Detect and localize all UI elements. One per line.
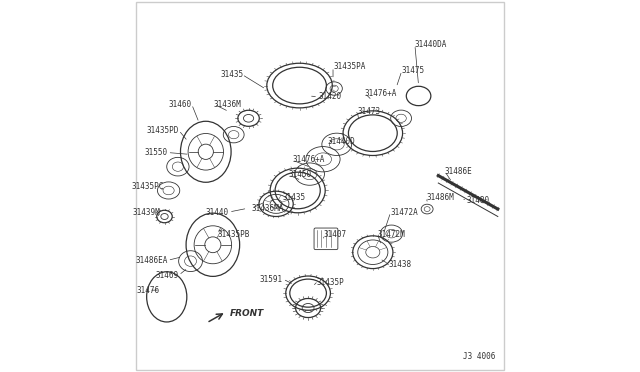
Text: 31435P: 31435P [316, 278, 344, 287]
Text: 31420: 31420 [318, 92, 341, 101]
Text: 31435: 31435 [283, 193, 306, 202]
Text: 31550: 31550 [145, 148, 168, 157]
Text: 31438: 31438 [389, 260, 412, 269]
Text: 31460: 31460 [168, 100, 191, 109]
Text: 31469: 31469 [156, 271, 179, 280]
Text: FRONT: FRONT [230, 309, 264, 318]
Text: 31435: 31435 [221, 70, 244, 79]
Text: 31435PA: 31435PA [333, 62, 365, 71]
Text: 31476+A: 31476+A [292, 155, 324, 164]
Text: 31480: 31480 [467, 196, 490, 205]
Text: 31472A: 31472A [390, 208, 419, 217]
Text: 31436MA: 31436MA [251, 204, 284, 213]
Text: 31476+A: 31476+A [365, 89, 397, 97]
Text: J3 4006: J3 4006 [463, 352, 495, 361]
Text: 31486E: 31486E [445, 167, 472, 176]
Text: 31591: 31591 [260, 275, 283, 283]
Text: 31486M: 31486M [426, 193, 454, 202]
Text: 31440: 31440 [205, 208, 229, 217]
Text: 31475: 31475 [402, 66, 425, 75]
Text: 31440DA: 31440DA [415, 40, 447, 49]
Text: 31439M: 31439M [132, 208, 160, 217]
Text: 31435PB: 31435PB [218, 230, 250, 239]
Text: 31472M: 31472M [378, 230, 405, 239]
Text: 31435PD: 31435PD [147, 126, 179, 135]
Text: 31486EA: 31486EA [135, 256, 168, 265]
Text: 31435PC: 31435PC [131, 182, 164, 190]
Text: 31450: 31450 [289, 170, 312, 179]
Text: 31436M: 31436M [214, 100, 242, 109]
Text: 31476: 31476 [137, 286, 160, 295]
Text: 31407: 31407 [324, 230, 347, 239]
Text: 31473: 31473 [357, 107, 380, 116]
Text: 31440D: 31440D [328, 137, 355, 146]
